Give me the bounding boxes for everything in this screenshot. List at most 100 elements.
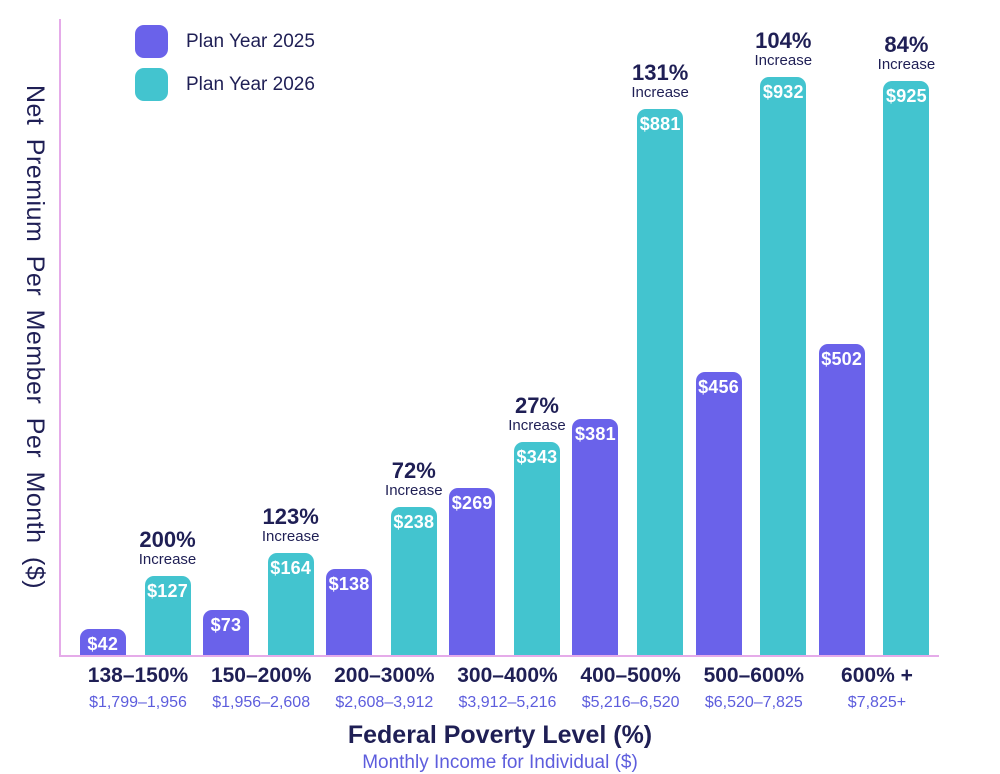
fpl-range-label: 400–500% [580, 664, 681, 687]
increase-label: 104% Increase [755, 29, 813, 69]
increase-word: Increase [508, 416, 566, 434]
increase-word: Increase [385, 481, 443, 499]
increase-percent: 131% [631, 59, 689, 85]
legend-item-2026: Plan Year 2026 [135, 68, 315, 101]
bar-plan-2025: $42 [79, 629, 126, 655]
bar-plan-2025: $138 [326, 569, 373, 655]
bar-2026-wrap: 131% Increase $881 [631, 61, 689, 655]
increase-percent: 104% [755, 27, 812, 53]
bar-2026-wrap: 104% Increase $932 [755, 29, 813, 655]
legend-item-2025: Plan Year 2025 [135, 25, 315, 58]
bar-plan-2025: $502 [818, 344, 865, 655]
fpl-range-label: 138–150% [87, 664, 189, 687]
legend-label-2025: Plan Year 2025 [186, 30, 315, 52]
bar-groups: $42 200% Increase $127 $73 123% Increase $164 $1… [79, 0, 935, 655]
x-axis-label-group: 150–200% $1,956–2,608 [208, 664, 314, 712]
increase-percent: 123% [262, 503, 319, 529]
increase-label: 200% Increase [139, 528, 197, 568]
bar-pair: $381 131% Increase $881 [572, 61, 689, 655]
y-axis-line [59, 19, 61, 657]
increase-percent: 72% [391, 457, 436, 483]
legend-swatch-2026 [135, 68, 168, 101]
bar-plan-2026: $881 [637, 109, 684, 655]
bar-pair: $42 200% Increase $127 [79, 528, 197, 655]
bar-group: $381 131% Increase $881 [572, 61, 689, 655]
increase-percent: 27% [514, 392, 559, 418]
bar-value-2026: $343 [516, 447, 558, 467]
bar-group: $502 84% Increase $925 [818, 33, 935, 655]
bar-2026-wrap: 72% Increase $238 [385, 459, 443, 655]
bar-plan-2025: $456 [695, 372, 742, 655]
x-axis-label-group: 400–500% $5,216–6,520 [578, 664, 684, 712]
income-range-label: $6,520–7,825 [704, 694, 803, 711]
x-axis-title-block: Federal Poverty Level (%) Monthly Income… [0, 721, 1000, 774]
bar-value-2025: $42 [87, 634, 119, 654]
x-axis-label-group: 138–150% $1,799–1,956 [85, 664, 191, 712]
bar-group: $138 72% Increase $238 [326, 459, 443, 655]
increase-percent: 84% [884, 31, 929, 57]
x-axis-title: Federal Poverty Level (%) [347, 721, 653, 749]
x-axis-label-group: 200–300% $2,608–3,912 [331, 664, 437, 712]
bar-plan-2026: $343 [513, 442, 560, 655]
bar-plan-2026: $164 [267, 553, 314, 655]
y-axis-title: Net Premium Per Member Per Month ($) [21, 84, 49, 590]
increase-percent: 200% [139, 526, 196, 552]
bar-pair: $456 104% Increase $932 [695, 29, 813, 655]
increase-word: Increase [754, 51, 813, 69]
fpl-range-label: 300–400% [457, 664, 558, 687]
x-axis-line [59, 655, 939, 657]
bar-group: $73 123% Increase $164 [202, 505, 319, 655]
bar-value-2026: $881 [639, 114, 681, 134]
bar-group: $42 200% Increase $127 [79, 528, 196, 655]
x-axis-label-group: 300–400% $3,912–5,216 [454, 664, 560, 712]
legend-label-2026: Plan Year 2026 [186, 73, 315, 95]
bar-pair: $269 27% Increase $343 [449, 394, 566, 655]
increase-label: 84% Increase [878, 33, 936, 73]
bar-plan-2026: $925 [883, 81, 930, 655]
bar-plan-2026: $238 [390, 507, 437, 655]
increase-label: 123% Increase [262, 505, 320, 545]
legend: Plan Year 2025 Plan Year 2026 [135, 25, 315, 101]
bar-plan-2025: $269 [449, 488, 496, 655]
increase-word: Increase [261, 527, 320, 545]
bar-value-2025: $456 [698, 377, 739, 397]
bar-value-2025: $73 [210, 615, 242, 635]
bar-value-2025: $502 [821, 349, 863, 369]
fpl-range-label: 200–300% [334, 664, 435, 687]
bar-2026-wrap: 200% Increase $127 [139, 528, 197, 655]
bar-value-2026: $925 [886, 86, 927, 106]
bar-group: $456 104% Increase $932 [695, 29, 812, 655]
income-range-label: $1,956–2,608 [212, 694, 311, 711]
increase-word: Increase [631, 83, 689, 101]
increase-word: Increase [877, 55, 936, 73]
income-range-label: $3,912–5,216 [458, 694, 557, 711]
bar-pair: $502 84% Increase $925 [818, 33, 936, 655]
bar-2026-wrap: 84% Increase $925 [878, 33, 936, 655]
bar-group: $269 27% Increase $343 [449, 394, 566, 655]
income-range-label: $7,825+ [847, 694, 907, 711]
fpl-range-label: 150–200% [210, 664, 312, 687]
bar-value-2026: $238 [393, 512, 435, 532]
fpl-range-label: 500–600% [703, 664, 804, 687]
increase-word: Increase [138, 550, 197, 568]
legend-swatch-2025 [135, 25, 168, 58]
increase-label: 27% Increase [508, 394, 566, 434]
x-axis-labels: 138–150% $1,799–1,956 150–200% $1,956–2,608… [85, 664, 930, 712]
fpl-range-label: 600% + [841, 664, 913, 687]
bar-plan-2026: $932 [760, 77, 807, 655]
income-range-label: $5,216–6,520 [581, 694, 680, 711]
x-axis-label-group: 600% + $7,825+ [824, 664, 930, 712]
bar-pair: $138 72% Increase $238 [326, 459, 443, 655]
income-range-label: $1,799–1,956 [89, 694, 187, 711]
bar-value-2025: $381 [574, 424, 616, 444]
bar-2026-wrap: 123% Increase $164 [262, 505, 320, 655]
x-axis-label-group: 500–600% $6,520–7,825 [701, 664, 807, 712]
bar-plan-2026: $127 [144, 576, 191, 655]
bar-value-2026: $932 [762, 82, 804, 102]
increase-label: 131% Increase [631, 61, 689, 101]
bar-pair: $73 123% Increase $164 [202, 505, 320, 655]
bar-2026-wrap: 27% Increase $343 [508, 394, 566, 655]
income-range-label: $2,608–3,912 [335, 694, 434, 711]
bar-plan-2025: $73 [202, 610, 249, 655]
bar-value-2025: $138 [328, 574, 370, 594]
